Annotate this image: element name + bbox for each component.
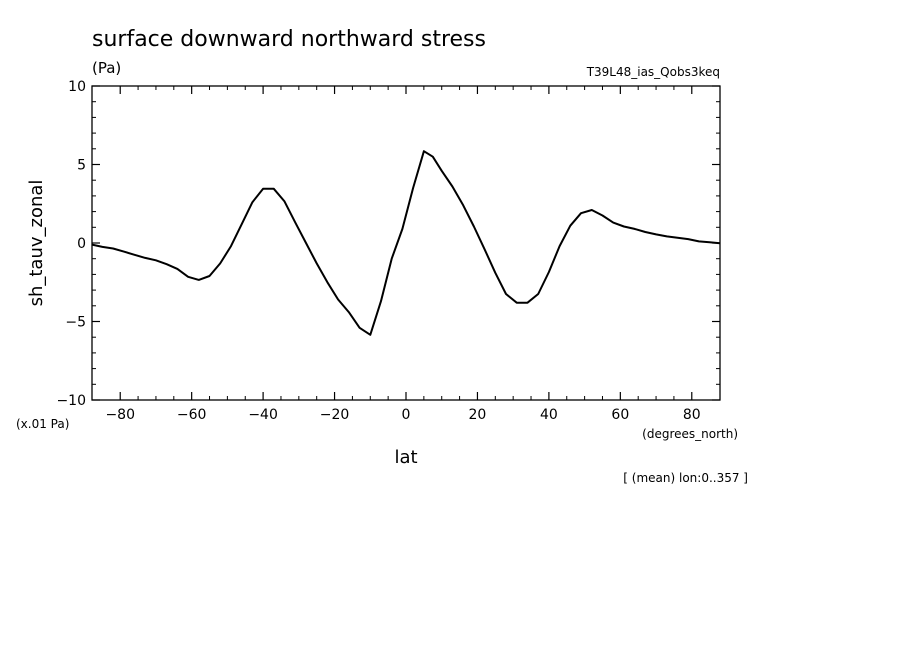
y-scale-note: (x.01 Pa) [16, 417, 69, 431]
footnote: [ (mean) lon:0..357 ] [623, 471, 748, 485]
y-tick-label: −5 [65, 315, 86, 331]
y-tick-label: 10 [68, 79, 86, 95]
experiment-label: T39L48_ias_Qobs3keq [586, 65, 720, 79]
y-tick-label: 5 [77, 158, 86, 174]
x-tick-label: −60 [177, 407, 207, 423]
x-tick-label: −40 [248, 407, 278, 423]
y-tick-label: −10 [56, 393, 86, 409]
minor-ticks [92, 86, 720, 400]
x-tick-label: −80 [105, 407, 135, 423]
y-tick-label: 0 [77, 236, 86, 252]
x-tick-label: 0 [402, 407, 411, 423]
x-tick-label: 80 [683, 407, 701, 423]
x-axis-units: (degrees_north) [642, 427, 738, 441]
x-tick-label: 40 [540, 407, 558, 423]
x-tick-label: −20 [320, 407, 350, 423]
x-tick-label: 60 [611, 407, 629, 423]
y-axis-label: sh_tauv_zonal [26, 180, 47, 307]
x-axis-ticks: −80 −60 −40 −20 0 20 40 60 80 [105, 86, 701, 423]
plot-frame [91, 85, 721, 401]
x-tick-label: 20 [469, 407, 487, 423]
x-axis-label: lat [394, 447, 417, 468]
y-axis-ticks: −10 −5 0 5 10 [56, 79, 720, 409]
chart-units: (Pa) [92, 59, 121, 77]
chart-title: surface downward northward stress [92, 27, 486, 52]
series-line [91, 150, 721, 336]
